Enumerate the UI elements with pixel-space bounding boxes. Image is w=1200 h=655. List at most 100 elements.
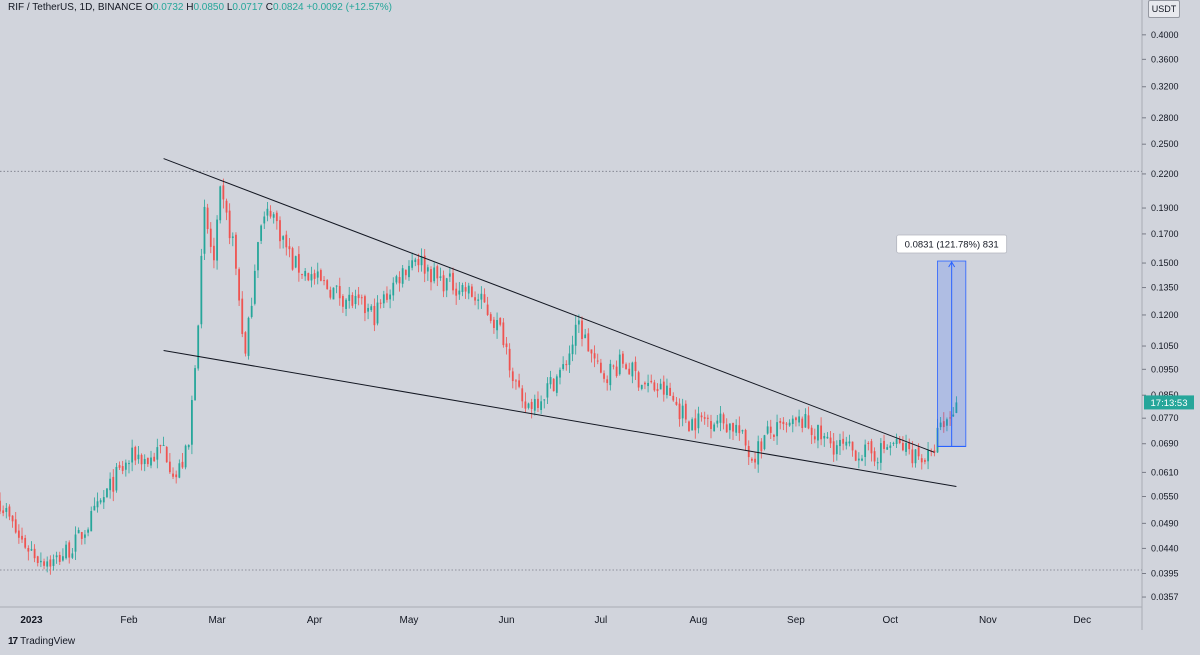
candle-body [433, 267, 436, 282]
candle-body [370, 306, 373, 311]
candle-body [250, 305, 253, 317]
candle-body [486, 304, 489, 315]
candle-body [735, 424, 738, 433]
candle-body [562, 364, 565, 369]
candle-body [30, 549, 33, 551]
high-label: H [186, 2, 194, 13]
candle-body [829, 437, 832, 444]
candle-body [436, 266, 439, 279]
candle-body [703, 417, 706, 419]
candle-body [609, 363, 612, 386]
candle-body [697, 413, 700, 429]
candle-body [386, 293, 388, 300]
candle-body [411, 260, 414, 268]
candle-body [845, 441, 848, 446]
candle-body [112, 476, 115, 492]
candle-body [477, 299, 480, 301]
candle-body [606, 379, 609, 384]
candle-body [694, 418, 697, 431]
candle-body [338, 286, 341, 299]
candle-body [137, 454, 140, 460]
low-label: L [226, 2, 233, 13]
candle-body [244, 332, 247, 354]
candle-body [392, 282, 395, 296]
candle-body [955, 402, 958, 413]
candle-body [426, 267, 429, 272]
candle-body [795, 417, 797, 421]
candle-body [68, 542, 71, 558]
candle-body [228, 210, 231, 239]
candle-body [288, 246, 291, 250]
candle-body [55, 555, 58, 558]
candle-body [8, 506, 11, 517]
open-label: O [145, 2, 153, 13]
candle-body [209, 228, 212, 247]
candle-body [826, 436, 829, 439]
candle-body [634, 361, 637, 372]
candle-body [700, 415, 703, 418]
candle-body [379, 302, 382, 304]
candle-body [763, 435, 766, 450]
candle-body [779, 421, 782, 423]
candle-body [0, 500, 1, 512]
candle-body [206, 207, 209, 230]
candle-body [36, 556, 39, 563]
candle-body [58, 554, 61, 562]
candle-body [102, 497, 105, 503]
candle-body [269, 210, 272, 217]
candle-body [710, 421, 712, 429]
candle-body [741, 430, 744, 432]
range-measure-arrowhead [948, 261, 956, 268]
candle-body [231, 236, 234, 238]
candle-body [650, 380, 653, 383]
candle-body [917, 447, 920, 457]
candle-body [584, 334, 587, 339]
candle-body [543, 399, 546, 401]
y-tick-label: 0.2200 [1151, 169, 1179, 179]
close-value: 0.0824 [273, 2, 304, 13]
candle-body [115, 466, 118, 491]
candle-body [732, 422, 734, 432]
candle-body [785, 423, 788, 425]
y-tick-label: 0.1350 [1151, 283, 1179, 293]
x-tick-label: Nov [979, 615, 997, 626]
candle-body [323, 280, 325, 282]
candle-body [817, 424, 819, 441]
candle-body [898, 438, 901, 444]
candles-group [0, 178, 958, 575]
candle-body [241, 298, 244, 334]
candle-body [549, 377, 552, 385]
candle-body [873, 451, 876, 462]
candle-body [471, 286, 473, 297]
x-tick-label: Apr [307, 615, 323, 626]
y-tick-label: 0.0950 [1151, 364, 1179, 374]
candle-body [920, 458, 923, 463]
candle-body [618, 354, 621, 375]
candle-body [527, 403, 530, 408]
candle-body [279, 220, 281, 242]
candle-body [499, 317, 502, 325]
candle-body [43, 561, 45, 566]
candle-body [773, 434, 775, 437]
candle-body [744, 429, 747, 446]
candle-body [637, 372, 640, 388]
candle-body [647, 382, 649, 387]
candle-body [181, 461, 184, 468]
candle-body [200, 255, 203, 325]
candle-body [854, 450, 857, 461]
brand-label: TradingView [20, 636, 76, 647]
candle-body [876, 462, 879, 464]
candle-body [17, 530, 20, 538]
candle-body [11, 515, 14, 522]
candle-body [52, 559, 55, 566]
symbol-label[interactable]: RIF / TetherUS, 1D, BINANCE [8, 2, 143, 13]
candle-body [118, 465, 121, 468]
candle-body [367, 307, 369, 312]
candle-body [942, 421, 945, 428]
candle-body [458, 290, 461, 295]
currency-button[interactable]: USDT [1148, 0, 1180, 18]
y-tick-label: 0.0850 [1151, 390, 1179, 400]
candle-body [408, 265, 410, 278]
candle-body [5, 507, 8, 512]
